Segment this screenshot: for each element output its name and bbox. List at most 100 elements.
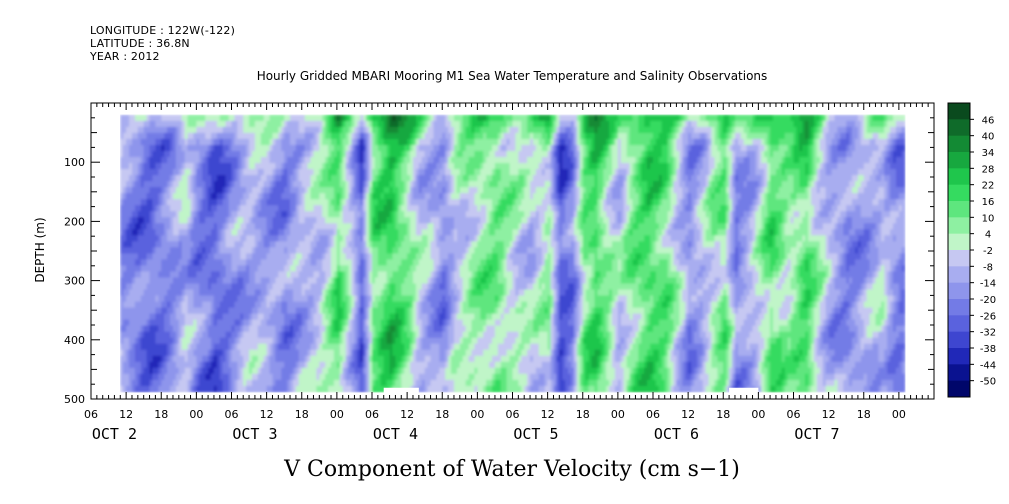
heatmap-cell	[348, 229, 353, 236]
heatmap-cell	[342, 145, 347, 152]
heatmap-cell	[123, 211, 127, 218]
heatmap-cell	[190, 193, 194, 200]
heatmap-cell	[354, 337, 358, 345]
heatmap-cell	[140, 247, 145, 254]
heatmap-cell	[433, 187, 437, 194]
heatmap-cell	[219, 331, 224, 339]
heatmap-cell	[161, 289, 165, 297]
heatmap-cell	[316, 120, 320, 128]
heatmap-cell	[173, 187, 177, 194]
heatmap-cell	[325, 157, 329, 164]
heatmap-cell	[433, 241, 437, 248]
heatmap-cell	[158, 241, 162, 248]
heatmap-cell	[266, 132, 271, 140]
heatmap-cell	[252, 223, 256, 230]
heatmap-cell	[336, 126, 341, 134]
heatmap-cell	[301, 283, 306, 291]
heatmap-cell	[155, 301, 159, 309]
heatmap-cell	[287, 367, 291, 375]
heatmap-cell	[401, 301, 405, 309]
heatmap-cell	[123, 132, 127, 140]
heatmap-cell	[140, 126, 145, 134]
heatmap-cell	[363, 181, 367, 188]
heatmap-cell	[120, 301, 124, 309]
heatmap-cell	[155, 199, 159, 206]
heatmap-cell	[369, 223, 373, 230]
heatmap-cell	[410, 331, 414, 339]
heatmap-cell	[269, 138, 274, 146]
heatmap-cell	[357, 277, 361, 285]
heatmap-cell	[284, 301, 288, 309]
heatmap-cell	[404, 343, 408, 351]
heatmap-cell	[383, 132, 388, 140]
heatmap-cell	[222, 301, 227, 309]
heatmap-cell	[231, 349, 235, 357]
heatmap-cell	[418, 331, 423, 339]
heatmap-cell	[295, 241, 300, 248]
heatmap-cell	[284, 223, 288, 230]
heatmap-cell	[202, 337, 206, 345]
heatmap-cell	[430, 271, 434, 278]
heatmap-cell	[263, 373, 268, 381]
heatmap-cell	[304, 223, 309, 230]
heatmap-cell	[316, 175, 320, 182]
chart-title: Hourly Gridded MBARI Mooring M1 Sea Wate…	[257, 69, 768, 83]
heatmap-cell	[430, 361, 434, 369]
heatmap-cell	[252, 211, 256, 218]
heatmap-cell	[331, 193, 335, 200]
heatmap-cell	[363, 331, 367, 339]
heatmap-cell	[372, 235, 376, 242]
heatmap-cell	[120, 277, 124, 285]
heatmap-cell	[395, 271, 399, 278]
heatmap-cell	[155, 277, 159, 285]
heatmap-cell	[398, 241, 402, 248]
heatmap-cell	[404, 367, 408, 375]
heatmap-cell	[129, 289, 133, 297]
heatmap-cell	[293, 211, 297, 218]
heatmap-cell	[263, 175, 268, 182]
heatmap-cell	[132, 385, 136, 393]
heatmap-cell	[339, 349, 344, 357]
heatmap-cell	[193, 313, 197, 321]
heatmap-cell	[377, 259, 382, 266]
heatmap-cell	[202, 295, 206, 303]
heatmap-cell	[175, 325, 180, 333]
heatmap-cell	[123, 331, 127, 339]
heatmap-cell	[155, 319, 159, 327]
heatmap-cell	[243, 277, 247, 285]
heatmap-cell	[263, 355, 268, 363]
heatmap-cell	[374, 259, 379, 266]
heatmap-cell	[424, 385, 429, 393]
heatmap-cell	[155, 193, 159, 200]
heatmap-cell	[123, 181, 127, 188]
heatmap-cell	[369, 151, 373, 158]
heatmap-cell	[164, 235, 168, 242]
heatmap-cell	[181, 132, 186, 140]
heatmap-cell	[243, 361, 247, 369]
heatmap-cell	[421, 163, 426, 170]
heatmap-cell	[322, 373, 326, 381]
heatmap-cell	[395, 138, 399, 146]
heatmap-cell	[287, 229, 291, 236]
heatmap-cell	[366, 132, 370, 140]
heatmap-cell	[140, 343, 145, 351]
heatmap-cell	[413, 175, 417, 182]
heatmap-cell	[164, 120, 168, 128]
heatmap-cell	[260, 151, 265, 158]
heatmap-cell	[123, 217, 127, 224]
heatmap-cell	[269, 114, 274, 122]
heatmap-cell	[372, 145, 376, 152]
heatmap-cell	[354, 247, 358, 254]
heatmap-cell	[383, 355, 388, 363]
heatmap-cell	[222, 114, 227, 122]
heatmap-cell	[143, 253, 148, 260]
heatmap-cell	[421, 247, 426, 254]
heatmap-cell	[240, 138, 244, 146]
heatmap-cell	[366, 169, 370, 176]
heatmap-cell	[401, 295, 405, 303]
heatmap-cell	[427, 175, 432, 182]
heatmap-cell	[319, 199, 323, 206]
heatmap-cell	[225, 193, 230, 200]
heatmap-cell	[374, 181, 379, 188]
heatmap-cell	[123, 151, 127, 158]
